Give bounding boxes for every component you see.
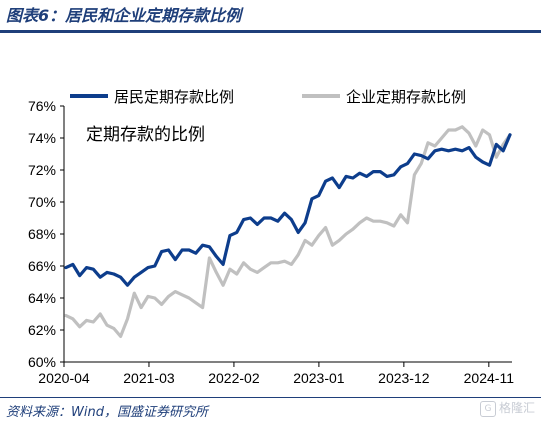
source-note: 资料来源：Wind，国盛证券研究所 xyxy=(6,405,208,420)
y-tick-label: 70% xyxy=(28,194,56,210)
watermark-text: 格隆汇 xyxy=(498,401,535,415)
x-tick-label: 2024-11 xyxy=(464,370,515,386)
series-line-household xyxy=(64,133,512,287)
chart-title: 图表6：居民和企业定期存款比例 xyxy=(6,6,242,25)
watermark-logo: G 格隆汇 xyxy=(479,399,535,417)
chart-annotation: 定期存款的比例 xyxy=(86,125,205,145)
title-divider xyxy=(0,30,541,33)
y-tick-label: 76% xyxy=(28,98,56,114)
title-bar: 图表6：居民和企业定期存款比例 xyxy=(0,0,541,26)
legend-label-household: 居民定期存款比例 xyxy=(114,88,234,106)
y-tick-label: 62% xyxy=(28,322,56,338)
source-divider xyxy=(0,397,541,398)
y-tick-label: 74% xyxy=(28,130,56,146)
y-tick-label: 60% xyxy=(28,354,56,370)
x-tick-label: 2023-01 xyxy=(293,370,345,386)
y-tick-label: 66% xyxy=(28,258,56,274)
x-tick-label: 2020-04 xyxy=(38,370,90,386)
x-tick-label: 2023-12 xyxy=(378,370,430,386)
series-line-enterprise xyxy=(64,125,512,338)
legend-label-enterprise: 企业定期存款比例 xyxy=(346,88,466,106)
y-tick-label: 72% xyxy=(28,162,56,178)
watermark-icon: G xyxy=(479,400,496,417)
x-tick-label: 2022-02 xyxy=(208,370,260,386)
x-tick-label: 2021-03 xyxy=(123,370,175,386)
y-tick-label: 68% xyxy=(28,226,56,242)
y-tick-label: 64% xyxy=(28,290,56,306)
